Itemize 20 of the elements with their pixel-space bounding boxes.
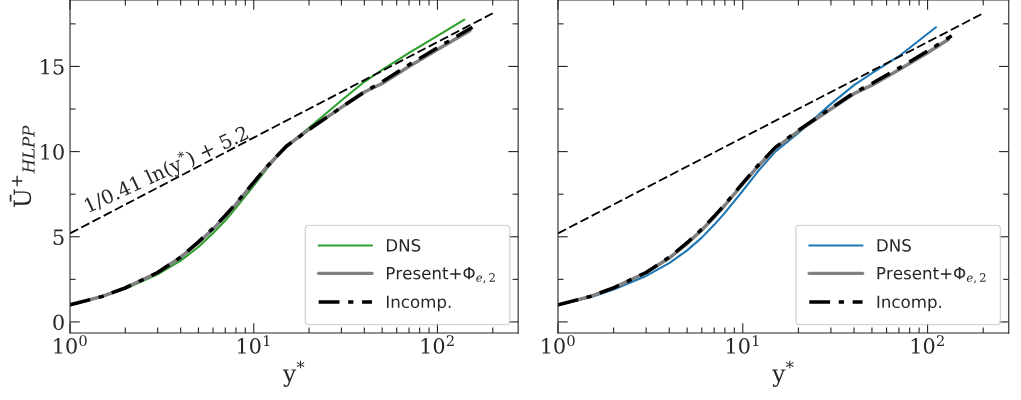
x-tick-label: 10$^{0}$	[542, 335, 575, 354]
x-axis-title: y$^{*}$	[772, 360, 794, 387]
y-axis-title: Ū$^{+}$$_{HLPP}$	[9, 125, 35, 207]
x-tick-label: 10$^{1}$	[237, 335, 270, 354]
y-tick-label: 0	[53, 314, 64, 331]
legend-label: DNS	[386, 239, 421, 252]
x-tick-label: 10$^{2}$	[911, 335, 944, 354]
x-tick-label: 10$^{0}$	[54, 335, 87, 354]
annotation: 1/0.41 ln(y$^{*}$) + 5.2	[82, 122, 251, 217]
y-tick-label: 5	[53, 229, 64, 245]
legend-label: Present+Φ$_{e,2}$	[386, 267, 495, 284]
x-tick-label: 10$^{1}$	[726, 335, 759, 354]
legend-label: Incomp.	[386, 295, 451, 312]
x-axis-title: y$^{*}$	[282, 360, 305, 387]
y-tick-label: 15	[41, 58, 64, 75]
legend-label: Incomp.	[877, 295, 942, 312]
legend-label: Present+Φ$_{e,2}$	[877, 267, 986, 284]
x-tick-label: 10$^{2}$	[421, 335, 454, 354]
legend-label: DNS	[877, 239, 911, 252]
y-tick-label: 10	[41, 144, 64, 160]
